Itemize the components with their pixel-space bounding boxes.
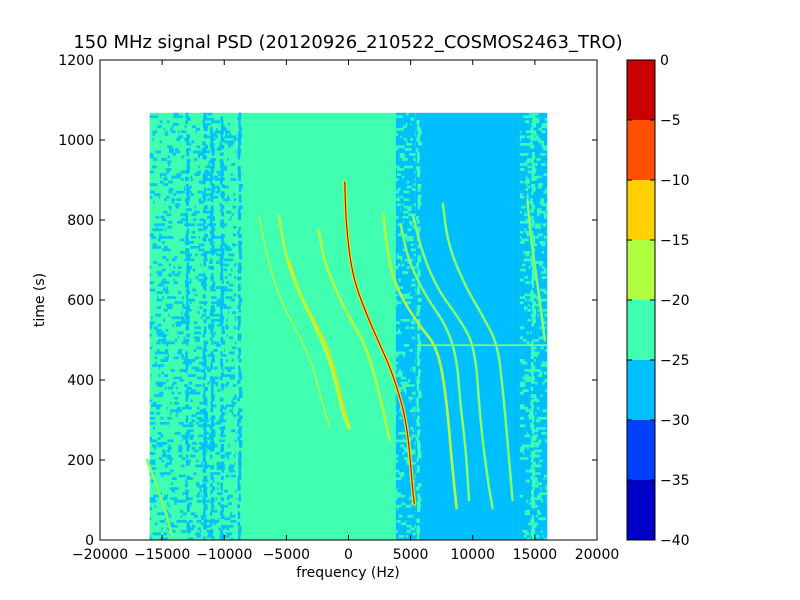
noise-texture xyxy=(149,112,237,540)
colorbar-segment xyxy=(627,180,655,240)
colorbar-tick-label: −40 xyxy=(660,533,690,549)
spectrogram-heatmap xyxy=(145,112,548,540)
vertical-stripe xyxy=(219,116,226,540)
colorbar-tick-label: −10 xyxy=(660,173,690,189)
colorbar-tick-label: −20 xyxy=(660,293,690,309)
vertical-stripe xyxy=(237,112,243,540)
y-axis-label: time (s) xyxy=(32,273,48,327)
x-tick-label: 5000 xyxy=(393,547,429,563)
signal-trace xyxy=(317,228,391,442)
colorbar-tick-label: −30 xyxy=(660,413,690,429)
y-tick-label: 0 xyxy=(85,533,94,549)
y-tick-label: 600 xyxy=(67,293,94,309)
x-tick-label: 0 xyxy=(344,547,353,563)
colorbar-segment xyxy=(627,300,655,360)
y-axis: 0 200 400 600 800 1000 1200 xyxy=(58,53,597,549)
colorbar-tick-label: −25 xyxy=(660,353,690,369)
colorbar-tick-label: −5 xyxy=(660,113,681,129)
x-tick-label: 10000 xyxy=(450,547,495,563)
colorbar-segment xyxy=(627,60,655,120)
colorbar-segment xyxy=(627,480,655,540)
colorbar-tick-label: 0 xyxy=(660,53,669,69)
signal-trace xyxy=(526,198,547,342)
x-tick-label: −10000 xyxy=(196,547,252,563)
x-axis: −20000 −15000 −10000 −5000 0 5000 10000 15000 20… xyxy=(72,60,619,563)
y-tick-label: 200 xyxy=(67,453,94,469)
colorbar: −40 −35 −30 −25 −20 −15 −10 −5 0 xyxy=(626,53,690,549)
signal-trace xyxy=(399,222,471,502)
colorbar-tick-label: −15 xyxy=(660,233,690,249)
vertical-stripe xyxy=(202,112,208,540)
signal-trace xyxy=(441,202,514,502)
colorbar-tick-label: −35 xyxy=(660,473,690,489)
colorbar-segment xyxy=(627,120,655,180)
y-tick-label: 1000 xyxy=(58,133,94,149)
x-tick-label: −20000 xyxy=(72,547,128,563)
x-tick-label: 15000 xyxy=(513,547,558,563)
y-tick-label: 1200 xyxy=(58,53,94,69)
signal-trace xyxy=(343,180,417,506)
colorbar-segment xyxy=(627,420,655,480)
vertical-stripe xyxy=(416,119,422,540)
y-tick-label: 800 xyxy=(67,213,94,229)
noise-texture xyxy=(519,112,548,540)
signal-trace xyxy=(257,214,332,430)
signal-trace xyxy=(277,214,350,430)
vertical-stripe xyxy=(209,119,216,540)
chart-title: 150 MHz signal PSD (20120926_210522_COSM… xyxy=(73,32,622,53)
signal-trace xyxy=(411,214,494,510)
x-tick-label: −5000 xyxy=(263,547,310,563)
x-tick-label: −15000 xyxy=(134,547,190,563)
signal-trace xyxy=(145,458,174,538)
vertical-stripe xyxy=(184,112,191,534)
signal-trace xyxy=(382,212,458,510)
colorbar-segment xyxy=(627,360,655,420)
x-axis-label: frequency (Hz) xyxy=(296,565,399,581)
vertical-stripe xyxy=(530,112,537,540)
colorbar-segment xyxy=(627,240,655,300)
x-tick-label: 20000 xyxy=(575,547,620,563)
y-tick-label: 400 xyxy=(67,373,94,389)
